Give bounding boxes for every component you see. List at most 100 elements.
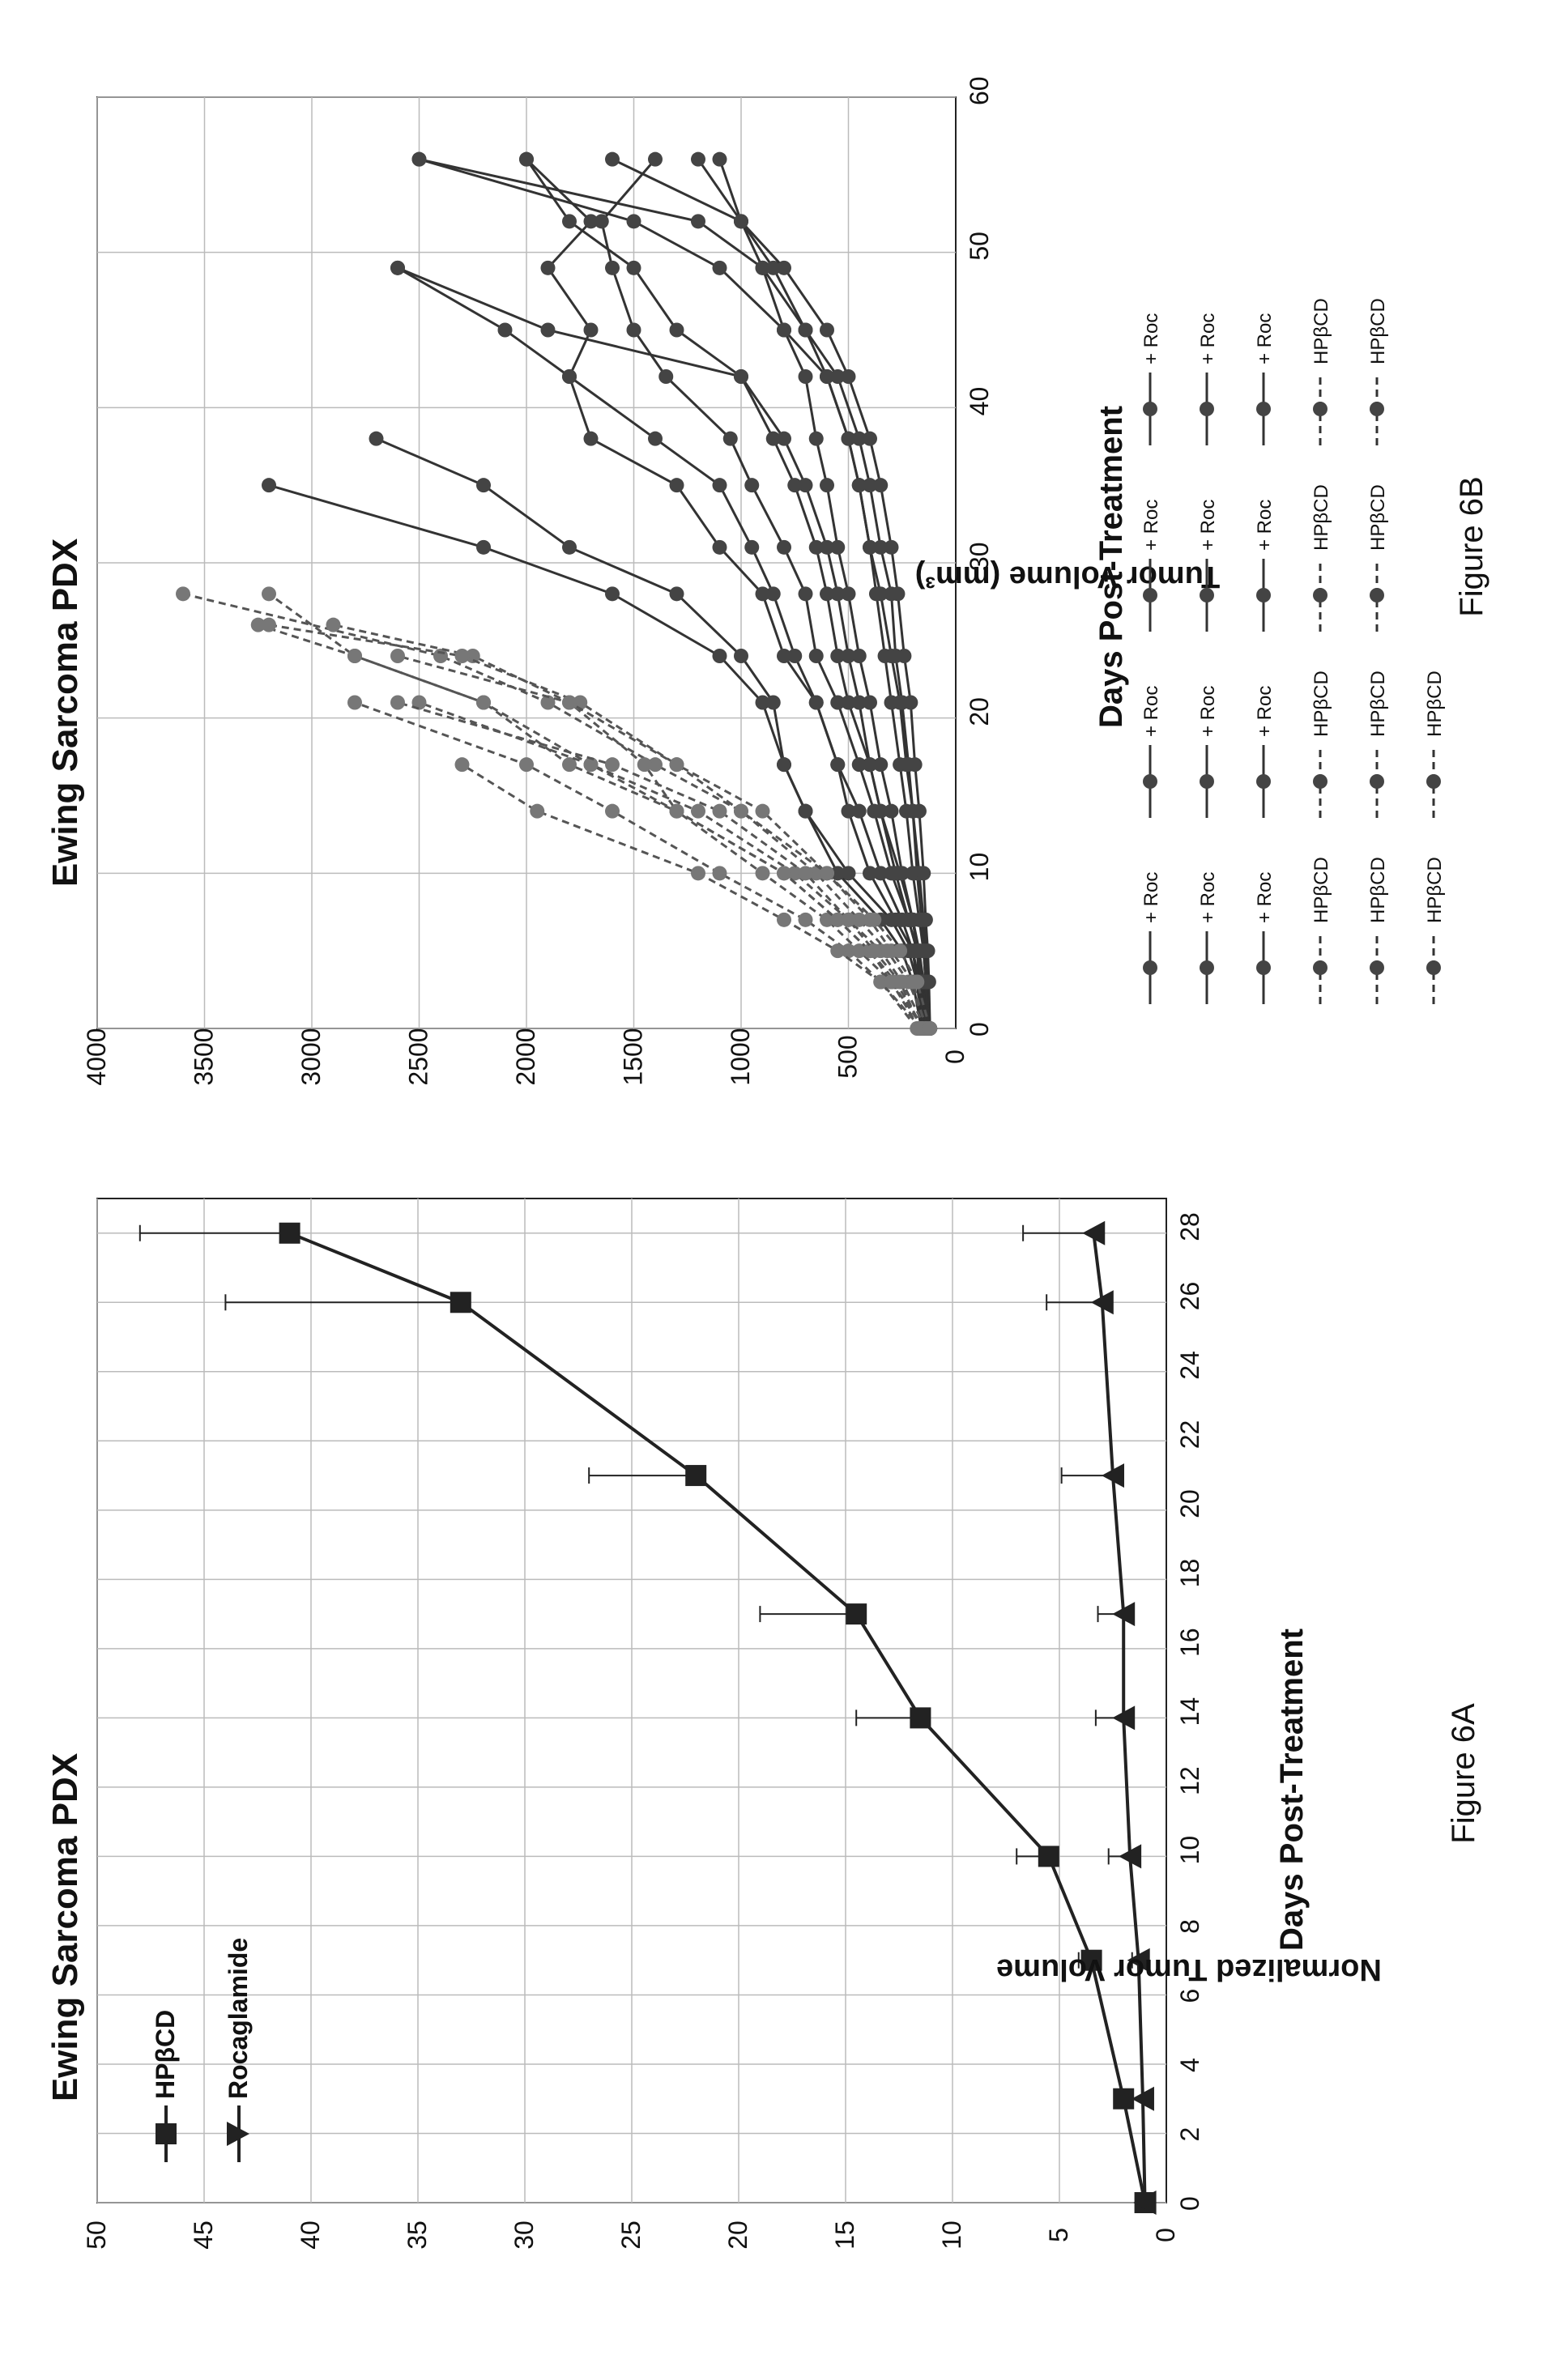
figure-6b-point [851, 943, 867, 959]
figure-6b-point [755, 586, 770, 602]
figure-6b-y-tick-label: 3000 [296, 1028, 326, 1085]
figure-6b-x-ticks: 0 10 20 30 40 50 60 [965, 76, 994, 1037]
figure-6b-ylabel: Tumor Volume (mm³) [915, 560, 1220, 594]
figure-6b-legend-label: HPβCD [1367, 298, 1389, 364]
figure-6b-point [476, 695, 491, 710]
figure-6b-point [583, 322, 599, 338]
figure-6b-point [798, 866, 813, 881]
figure-6b-point [884, 912, 899, 927]
figure-6b-point [626, 214, 641, 229]
figure-6b-point [884, 803, 899, 819]
figure-6b-legend-label: HPβCD [1310, 484, 1332, 551]
figure-6b-point [540, 695, 556, 710]
figure-6b-legend-label: + Roc [1254, 313, 1276, 364]
figure-6b-legend-marker [1426, 960, 1441, 975]
figure-6a-point-rocaglamide [1090, 1290, 1114, 1315]
figure-6b-point [691, 803, 705, 819]
figure-6a-legend-item-hpbcd: HPβCD [151, 2010, 180, 2162]
figure-6b-point [890, 586, 906, 602]
figure-6b-point [765, 431, 781, 446]
figure-6b-point [562, 757, 577, 773]
figure-6b-point [830, 912, 846, 927]
figure-6b-point [712, 478, 727, 493]
figure-6a-x-tick-label: 6 [1175, 1989, 1204, 2003]
figure-6b-point [583, 214, 599, 229]
figure-6b-legend-marker [1200, 402, 1214, 416]
figure-6b-point [910, 974, 925, 990]
figure-6b-xlabel: Days Post-Treatment [1093, 406, 1129, 728]
figure-6a-point-rocaglamide [1102, 1463, 1124, 1488]
figure-6b-point [851, 757, 867, 773]
figure-6b-series-line-19 [268, 624, 927, 1029]
figure-6b-legend-label: + Roc [1254, 872, 1276, 923]
figure-6b-point [851, 695, 867, 710]
figure-6b-point [530, 803, 545, 819]
figure-6b-point [863, 757, 877, 773]
figure-6a-x-tick-label: 2 [1175, 2127, 1204, 2142]
figure-6b-point [798, 369, 813, 384]
figure-6b-point [648, 151, 663, 167]
figure-6b-series-line-20 [397, 701, 923, 1029]
figure-6b-legend-label: HPβCD [1367, 857, 1389, 923]
figure-6b-point [894, 912, 910, 927]
figure-6b-point [841, 866, 856, 881]
figure-6b-legend-marker [1256, 588, 1271, 602]
figure-6b-point [820, 539, 834, 555]
figure-6a-y-tick-label: 20 [723, 2220, 752, 2250]
figure-6b-point [648, 431, 663, 446]
figure-6b-point [540, 260, 556, 275]
figure-6b-point [605, 151, 620, 167]
figure-6b-plot-area: 0 500 1000 1500 2000 2500 3000 3500 4000 0 10 20 30… [82, 76, 994, 1085]
figure-6a-y-tick-label: 30 [509, 2220, 539, 2250]
figure-6a-figure-label: Figure 6A [1446, 1703, 1481, 1844]
figure-6b-legend-label: HPβCD [1367, 484, 1389, 551]
figure-6b-point [841, 369, 856, 384]
figure-6a-y-tick-label: 10 [937, 2220, 966, 2250]
figure-6b-y-ticks: 0 500 1000 1500 2000 2500 3000 3500 4000 [82, 1028, 970, 1085]
figure-6b-point [830, 539, 846, 555]
figure-6a-point-hpbcd [846, 1603, 867, 1625]
figure-6b-point [573, 695, 588, 710]
figure-6a-point-rocaglamide [1133, 2191, 1157, 2215]
figure-6b-point [921, 974, 936, 990]
figure-6b-point [755, 803, 770, 819]
figure-6b-point [390, 260, 405, 275]
figure-6a-y-tick-label: 40 [296, 2220, 325, 2250]
figure-6b-point [907, 757, 923, 773]
figure-6b-point [873, 757, 889, 773]
figure-6b-point [777, 260, 791, 275]
figure-6b-point [798, 478, 813, 493]
figure-6b-point [911, 803, 927, 819]
figure-6b-point [390, 695, 405, 710]
figure-6b-legend-label: + Roc [1140, 872, 1162, 923]
figure-6a-y-tick-label: 50 [82, 2220, 111, 2250]
figure-6b-point [712, 803, 727, 819]
figure-6b-point [722, 431, 738, 446]
figure-6b-legend-marker [1313, 588, 1328, 602]
figure-6b-point [594, 214, 609, 229]
figure-6b-point [863, 866, 877, 881]
figure-6a-x-tick-label: 16 [1175, 1628, 1204, 1657]
figure-6b-series-line-16 [418, 701, 927, 1029]
figure-6b-point [884, 539, 899, 555]
figure-6b-point [920, 943, 935, 959]
figure-6b-point [897, 649, 912, 663]
figure-6b-x-tick-label: 60 [965, 76, 994, 105]
figure-6b-point [744, 539, 760, 555]
figure-6b-point [841, 586, 856, 602]
figure-6b-y-tick-label: 2500 [404, 1028, 433, 1085]
figure-6a-x-tick-label: 12 [1175, 1766, 1204, 1795]
figure-6b-point [562, 214, 577, 229]
figure-6b-point [893, 695, 908, 710]
figure-6b-point [830, 649, 846, 663]
figure-6b-point [712, 539, 727, 555]
figure-6b-point [798, 322, 813, 338]
figure-6b-legend-marker [1200, 960, 1214, 975]
figure-6b-point [893, 974, 908, 990]
figure-6b-point [873, 586, 889, 602]
figure-6b-point [497, 322, 513, 338]
figure-6b-series-line-13 [268, 593, 921, 1029]
